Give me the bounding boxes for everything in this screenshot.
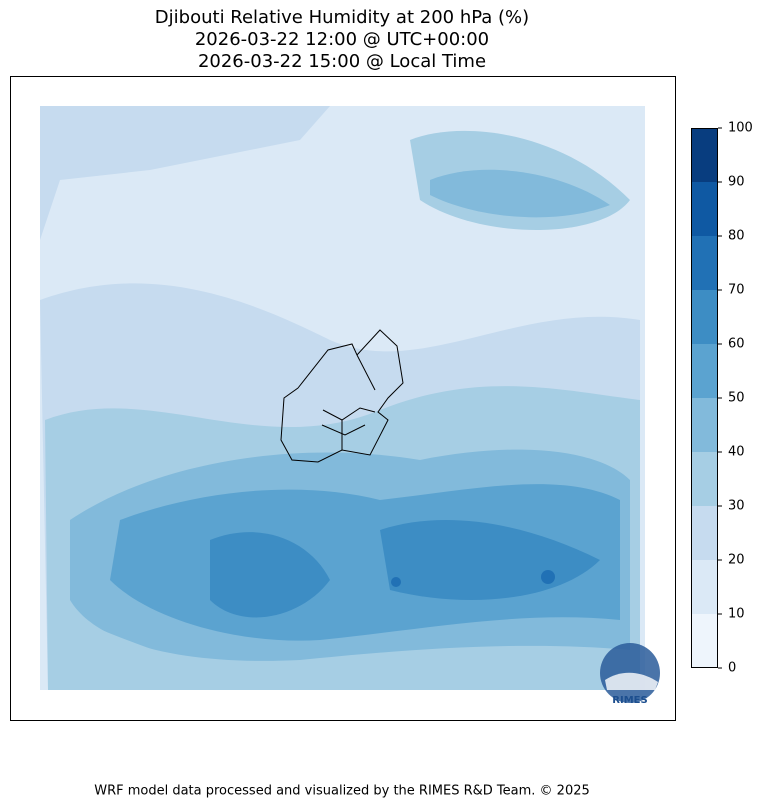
colorbar-tick-label: 40	[728, 445, 745, 460]
colorbar-tick-label: 10	[728, 607, 745, 622]
colorbar-tick-label: 0	[728, 661, 736, 676]
title-line: 2026-03-22 12:00 @ UTC+00:00	[195, 29, 489, 50]
colorbar-segment	[691, 236, 718, 290]
country-border	[280, 329, 404, 463]
title-line: Djibouti Relative Humidity at 200 hPa (%…	[155, 7, 529, 28]
colorbar-tick-label: 80	[728, 229, 745, 244]
colorbar-segment	[691, 614, 718, 668]
logo-text: RIMES	[612, 695, 647, 706]
colorbar-segment	[691, 344, 718, 398]
colorbar-tick-label: 100	[728, 121, 753, 136]
colorbar-tick-label: 20	[728, 553, 745, 568]
map-field	[40, 106, 645, 690]
footer: WRF model data processed and visualized …	[94, 784, 590, 799]
colorbar-tick-label: 90	[728, 175, 745, 190]
colorbar-tick-label: 70	[728, 283, 745, 298]
colorbar-segment	[691, 182, 718, 236]
colorbar-tick-label: 50	[728, 391, 745, 406]
colorbar-segment	[691, 398, 718, 452]
colorbar-frame	[691, 128, 718, 668]
title-line: 2026-03-22 15:00 @ Local Time	[198, 51, 486, 72]
colorbar-tick-label: 30	[728, 499, 745, 514]
colorbar-segment	[691, 128, 718, 182]
logo: RIMES	[600, 643, 660, 706]
colorbar-segment	[691, 506, 718, 560]
colorbar-tick-label: 60	[728, 337, 745, 352]
colorbar-segment	[691, 560, 718, 614]
colorbar-segment	[691, 290, 718, 344]
colorbar-segment	[691, 452, 718, 506]
